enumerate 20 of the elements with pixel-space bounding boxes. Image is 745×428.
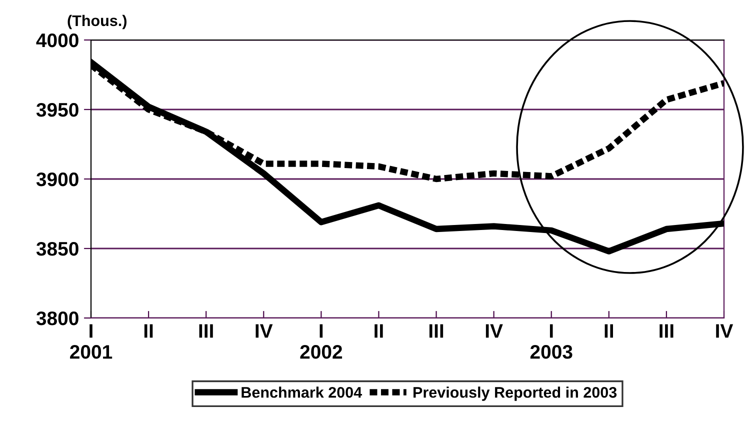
y-tick-label: 4000 <box>36 33 78 48</box>
x-tick-label: III <box>429 324 444 338</box>
x-tick-label: III <box>199 324 213 338</box>
x-tick-label: IV <box>716 324 734 338</box>
y-tick-label: 3850 <box>36 242 78 256</box>
x-tick-label: IV <box>486 324 503 338</box>
x-tick-label: IV <box>256 324 273 338</box>
y-axis-title: (Thous.) <box>68 14 126 30</box>
x-tick-label: I 2001 <box>70 324 112 359</box>
y-tick-label: 3950 <box>36 102 78 117</box>
x-tick-label: III <box>660 324 674 338</box>
y-tick-label: 3900 <box>36 172 78 186</box>
x-tick-label: I 2003 <box>530 324 572 359</box>
legend-label: Previously Reported in 2003 <box>414 386 617 401</box>
x-tick-label: II <box>144 324 153 338</box>
x-tick-label: II <box>374 324 383 338</box>
x-tick-label: II <box>604 324 614 338</box>
legend-label: Benchmark 2004 <box>242 386 362 398</box>
y-tick-label: 3800 <box>36 311 78 326</box>
x-tick-label: I 2002 <box>300 324 342 359</box>
